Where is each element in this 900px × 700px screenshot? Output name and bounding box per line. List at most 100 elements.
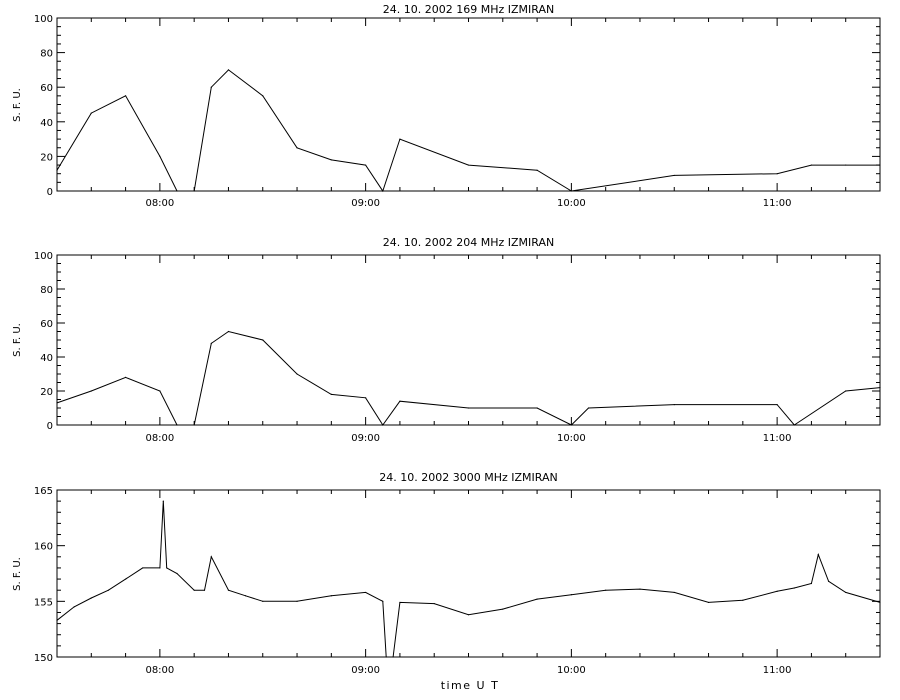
x-tick-label: 09:00 bbox=[351, 665, 380, 676]
chart-title: 24. 10. 2002 204 MHz IZMIRAN bbox=[383, 236, 554, 249]
data-point bbox=[776, 173, 778, 175]
data-point bbox=[382, 190, 384, 192]
y-tick-label: 155 bbox=[34, 597, 53, 608]
y-axis-label: S. F. U. bbox=[12, 323, 23, 357]
data-point bbox=[502, 608, 504, 610]
data-point bbox=[90, 112, 92, 114]
y-tick-label: 80 bbox=[40, 49, 53, 60]
data-point bbox=[227, 589, 230, 591]
data-point bbox=[536, 407, 538, 409]
data-point bbox=[467, 407, 470, 409]
data-point bbox=[162, 500, 164, 502]
data-point bbox=[845, 591, 847, 594]
data-point bbox=[330, 393, 332, 395]
data-point bbox=[262, 600, 264, 602]
data-point bbox=[203, 589, 206, 591]
data-point bbox=[810, 164, 813, 166]
y-tick-label: 20 bbox=[40, 387, 53, 398]
data-point bbox=[296, 600, 298, 602]
x-tick-label: 11:00 bbox=[763, 198, 792, 209]
data-point bbox=[330, 159, 332, 161]
data-point bbox=[570, 190, 572, 192]
data-point bbox=[365, 397, 367, 399]
data-point bbox=[536, 169, 538, 171]
data-point bbox=[879, 387, 881, 389]
data-point bbox=[365, 164, 367, 166]
data-point bbox=[365, 591, 367, 594]
data-point bbox=[245, 595, 247, 597]
y-tick-label: 100 bbox=[34, 251, 53, 262]
x-tick-label: 11:00 bbox=[763, 665, 792, 676]
data-point bbox=[296, 147, 298, 149]
data-point bbox=[159, 155, 161, 157]
data-point bbox=[382, 424, 384, 426]
data-point bbox=[392, 656, 394, 658]
data-point bbox=[193, 190, 195, 192]
x-tick-label: 10:00 bbox=[557, 665, 586, 676]
data-point bbox=[90, 390, 92, 392]
y-tick-label: 20 bbox=[40, 152, 53, 163]
data-point bbox=[707, 601, 710, 604]
series-line bbox=[56, 69, 880, 193]
x-tick-label: 08:00 bbox=[145, 433, 174, 444]
y-tick-label: 150 bbox=[34, 653, 53, 664]
y-tick-label: 0 bbox=[47, 187, 53, 198]
data-point bbox=[176, 424, 178, 426]
data-point bbox=[793, 424, 795, 426]
x-tick-label: 09:00 bbox=[351, 433, 380, 444]
y-tick-label: 60 bbox=[40, 319, 53, 330]
data-point bbox=[673, 591, 675, 594]
data-point bbox=[262, 339, 264, 341]
y-axis-label: S. F. U. bbox=[12, 88, 23, 122]
data-point bbox=[399, 601, 401, 604]
chart-panel-3000mhz: 24. 10. 2002 3000 MHz IZMIRAN S. F. U. 150… bbox=[12, 471, 881, 676]
data-point bbox=[385, 656, 387, 658]
data-point bbox=[210, 86, 212, 88]
data-point bbox=[124, 376, 127, 378]
data-point bbox=[227, 330, 230, 333]
data-point bbox=[56, 169, 58, 171]
data-point bbox=[845, 164, 847, 166]
data-point bbox=[159, 390, 161, 392]
data-point bbox=[536, 598, 538, 600]
data-point bbox=[817, 553, 819, 556]
x-tick-label: 11:00 bbox=[763, 433, 792, 444]
data-point bbox=[107, 589, 110, 591]
x-tick-label: 08:00 bbox=[145, 665, 174, 676]
data-point bbox=[570, 424, 572, 426]
data-point bbox=[210, 556, 212, 558]
data-point bbox=[210, 342, 212, 344]
data-point bbox=[176, 572, 178, 575]
data-point bbox=[296, 373, 298, 375]
plot-frame bbox=[56, 489, 881, 658]
x-tick-label: 08:00 bbox=[145, 198, 174, 209]
data-point bbox=[570, 594, 572, 596]
x-axis-label: time U T bbox=[441, 679, 500, 692]
data-point bbox=[793, 587, 795, 589]
data-point bbox=[124, 578, 127, 580]
data-point bbox=[673, 404, 675, 406]
data-point bbox=[605, 589, 607, 591]
y-tick-label: 0 bbox=[47, 421, 53, 432]
y-tick-label: 80 bbox=[40, 285, 53, 296]
x-tick-label: 10:00 bbox=[557, 433, 586, 444]
data-point bbox=[845, 390, 847, 392]
data-point bbox=[90, 597, 92, 599]
chart-title: 24. 10. 2002 169 MHz IZMIRAN bbox=[383, 3, 554, 16]
data-point bbox=[399, 138, 401, 140]
data-point bbox=[776, 404, 778, 406]
data-point bbox=[193, 424, 195, 426]
y-tick-label: 40 bbox=[40, 353, 53, 364]
data-point bbox=[330, 595, 332, 597]
y-axis-label: S. F. U. bbox=[12, 557, 23, 591]
data-point bbox=[827, 580, 830, 582]
data-point bbox=[56, 402, 58, 404]
y-tick-label: 165 bbox=[34, 486, 53, 497]
data-point bbox=[159, 567, 161, 569]
data-point bbox=[639, 588, 641, 590]
data-point bbox=[166, 567, 168, 569]
data-point bbox=[879, 601, 881, 604]
data-point bbox=[382, 600, 384, 602]
y-tick-label: 40 bbox=[40, 118, 53, 129]
